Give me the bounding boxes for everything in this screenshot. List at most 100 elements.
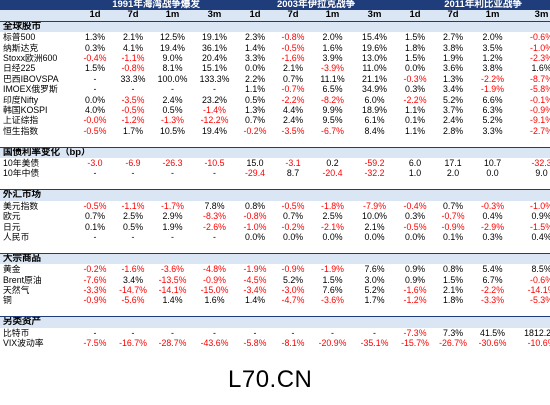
value-cell: 2.0 [446,168,460,179]
value-cell: 0.7% [282,211,304,222]
row-label: Brent原油 [3,274,42,285]
value-cell: -43.6% [200,337,229,348]
spacer-cell [0,348,550,358]
value-cell: - [213,231,216,242]
table-row: 比特币 - - - - - - - - -7.3% 7.3% 41.5% 1812.2% [0,328,550,338]
value-cell: 0.4% [531,231,550,242]
value-cell: - [373,327,376,338]
value-cell: - [213,168,216,179]
table-row: Stoxx欧洲600 -0.4% -1.1% 9.0% 20.4% 3.3% -1.6% 3.… [0,53,550,63]
table-row: 铜 -0.9% -5.6% 1.4% 1.6% 1.4% -4.7% -3.6% 1.7% -1.… [0,295,550,305]
value-cell: -0.9% [203,274,226,285]
value-cell: -2.9% [481,221,505,232]
value-cell: 9.9% [322,105,343,116]
value-cell: -29.4 [244,168,266,179]
value-cell: 5.4% [482,264,503,275]
table-row: 标普500 1.3% 2.1% 12.5% 19.1% 2.3% -0.8% 2.0% 15.4… [0,32,550,42]
value-cell: 1.6% [531,63,550,74]
row-label: 日元 [3,221,21,232]
value-cell: -0.6% [530,32,550,43]
value-cell: 7.6% [364,264,385,275]
value-cell: -0.8% [121,63,145,74]
value-cell: 1.3% [84,32,106,43]
value-cell: -4.8% [203,264,226,275]
row-label: 天然气 [3,284,30,295]
value-cell: 0.0% [244,63,266,74]
value-cell: -5.3% [530,295,550,306]
value-cell: -0.9% [281,264,305,275]
value-cell: -4.5% [243,274,267,285]
value-cell: -1.8% [321,200,344,211]
group-header-row: 1991年海湾战争爆发 2003年伊拉克战争 2011年利比亚战争 [0,0,550,11]
value-cell: 0.0% [364,231,385,242]
period-header: 1m [312,10,354,22]
value-cell: -2.6% [203,221,226,232]
value-cell: -3.4% [243,284,267,295]
value-cell: -32.2 [364,168,385,179]
value-cell: 6.1% [364,115,385,126]
value-cell: 0.8% [244,200,266,211]
value-cell: 8.5% [531,264,550,275]
table-row: 人民币 - - - - 0.0% 0.0% 0.0% 0.0% 0.0% 0.1% 0.3% 0.4% [0,232,550,242]
value-cell: -15.7% [401,337,429,348]
value-cell: 0.3% [84,42,106,53]
value-cell: 3.7% [443,105,464,116]
value-cell: 0.9% [405,274,426,285]
value-cell: 1.2% [482,53,503,64]
value-cell: 36.1% [202,42,227,53]
row-label: VIX波动率 [3,337,44,348]
table-row: 美元指数 -0.5% -1.1% -1.7% 7.8% 0.8% -0.5% -1.8% -7.… [0,201,550,211]
value-cell: 6.5% [322,84,343,95]
value-cell: -1.7% [161,200,184,211]
value-cell: - [93,231,97,242]
value-cell: -10.5 [204,158,225,169]
value-cell: -6.9 [125,158,141,169]
value-cell: 2.3% [244,32,266,43]
value-cell: 2.4% [443,115,464,126]
corner-cell [0,10,76,22]
value-cell: -3.1 [285,158,301,169]
value-cell: -7.3% [403,327,427,338]
value-cell: 8.4% [364,125,385,136]
value-cell: -0.9% [530,105,550,116]
value-cell: 0.2 [326,158,339,169]
section-header: 全球股市 [0,20,550,33]
value-cell: - [171,327,174,338]
value-cell: -35.1% [360,337,389,348]
value-cell: 1.6% [322,42,343,53]
value-cell: 19.4% [202,125,227,136]
value-cell: 2.4% [282,115,304,126]
row-label: 日经225 [3,63,36,74]
value-cell: -1.0% [530,42,550,53]
value-cell: 19.1% [202,32,227,43]
value-cell: 20.4% [202,53,227,64]
section-header: 大宗商品 [0,252,550,265]
value-cell: 1.8% [405,42,426,53]
value-cell: 6.3% [482,105,503,116]
value-cell: -1.6% [403,284,427,295]
value-cell: -2.2% [481,284,505,295]
value-cell: 1.6% [204,295,225,306]
value-cell: -14.1% [527,284,550,295]
row-label: 10年中债 [3,168,40,179]
value-cell: 2.2% [244,73,266,84]
value-cell: 0.0% [282,231,304,242]
value-cell: 15.1% [202,63,227,74]
period-header: 3m [513,10,550,22]
value-cell: 0.0% [244,231,266,242]
section-header: 另类资产 [0,316,550,328]
value-cell: 0.8% [443,264,464,275]
value-cell: -5.6% [121,295,145,306]
value-cell: 100.0% [157,73,188,84]
value-cell: 17.1 [444,158,462,169]
period-header: 3m [353,10,397,22]
value-cell: 0.7% [84,211,106,222]
value-cell: -1.1% [121,200,145,211]
value-cell: 1.4% [244,42,266,53]
value-cell: -0.7% [441,211,465,222]
value-cell: -16.7% [119,337,147,348]
value-cell: - [93,84,97,95]
value-cell: -3.6% [161,264,184,275]
value-cell: 5.2% [364,284,385,295]
value-cell: -2.1% [321,221,344,232]
